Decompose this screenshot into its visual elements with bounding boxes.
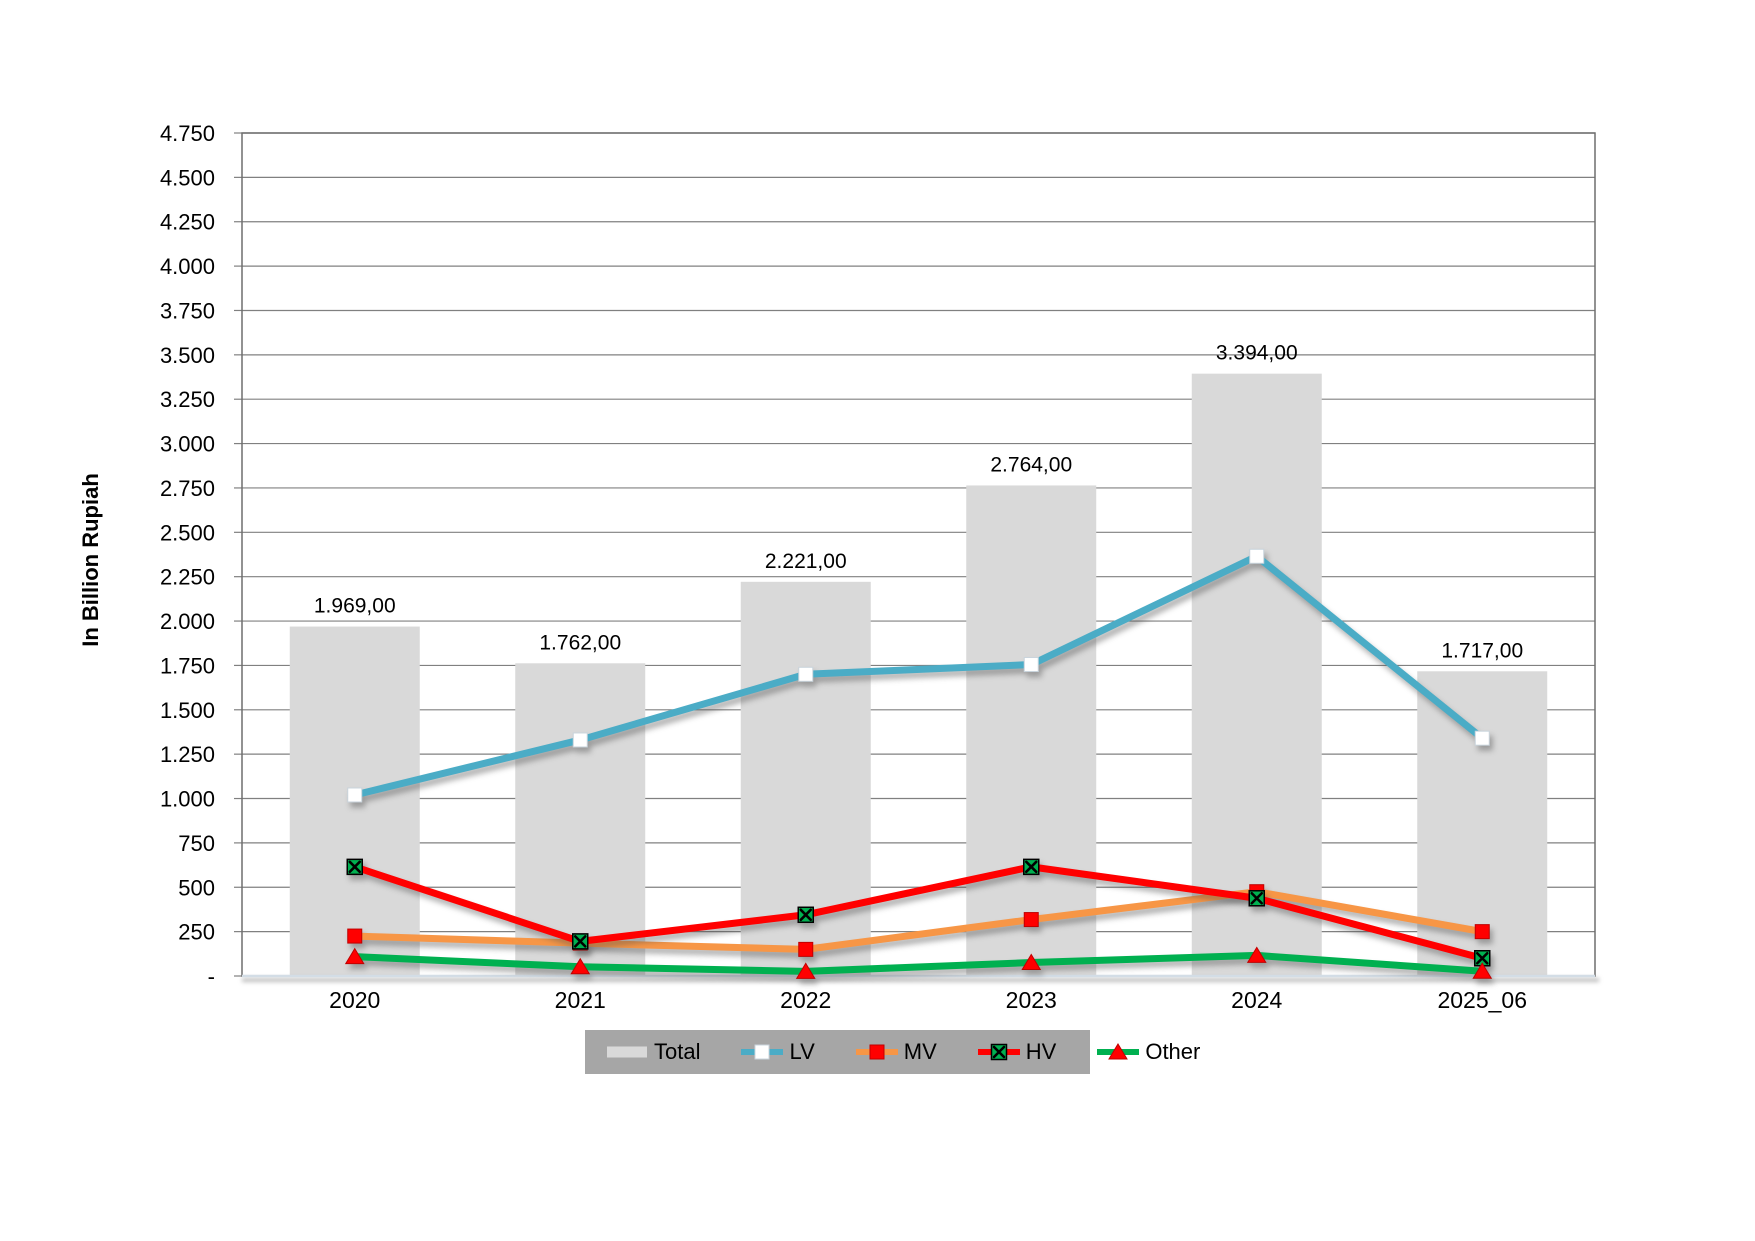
marker-triangle-red <box>795 962 816 979</box>
marker-square-white <box>798 666 814 682</box>
x-category-label-2020: 2020 <box>329 987 380 1013</box>
legend-swatch-Other <box>1097 1043 1140 1060</box>
legend-swatch-LV <box>741 1044 784 1060</box>
y-tick-label: 2.750 <box>160 476 215 501</box>
marker-x-green <box>348 860 362 874</box>
y-axis-title: In Billion Rupiah <box>78 473 103 647</box>
y-tick-label: 3.000 <box>160 432 215 457</box>
x-category-label-2023: 2023 <box>1006 987 1057 1013</box>
legend-label-Other: Other <box>1145 1039 1201 1064</box>
series-HV <box>346 858 1491 967</box>
bar-total-2024 <box>1191 373 1322 977</box>
marker-square-white <box>1474 730 1490 746</box>
legend-swatch-MV <box>855 1044 898 1060</box>
legend-marker-Other <box>1108 1043 1129 1060</box>
legend-swatch-Total <box>607 1046 647 1058</box>
marker-square-red <box>1023 912 1039 928</box>
y-tick-label: 1.750 <box>160 653 215 678</box>
x-category-label-2022: 2022 <box>780 987 831 1013</box>
legend-item-MV: MV <box>855 1030 937 1074</box>
marker-x-green <box>799 908 813 922</box>
legend-label-HV: HV <box>1025 1039 1057 1064</box>
legend-marker-LV <box>754 1044 770 1060</box>
bar-value-label: 3.394,00 <box>1216 342 1298 365</box>
bar-total-2023 <box>966 485 1097 976</box>
y-tick-label: 4.000 <box>160 254 215 279</box>
bar-value-label: 2.221,00 <box>765 550 847 573</box>
bar-value-label: 1.969,00 <box>314 595 396 618</box>
y-tick-label: - <box>208 964 215 989</box>
marker-square-white <box>754 1044 770 1060</box>
y-tick-label: 500 <box>178 875 215 900</box>
y-tick-label: 2.500 <box>160 520 215 545</box>
marker-square-red <box>347 928 363 944</box>
y-tick-label: 750 <box>178 831 215 856</box>
y-tick-label: 1.250 <box>160 742 215 767</box>
series-Other <box>344 946 1493 979</box>
marker-x-green <box>573 935 587 948</box>
line-MV <box>354 888 1483 953</box>
legend-item-Total: Total <box>605 1030 700 1074</box>
marker-triangle-red <box>1246 946 1267 963</box>
marker-triangle-red <box>344 947 365 965</box>
y-tick-label: 250 <box>178 920 215 945</box>
marker-x-green <box>1024 860 1038 874</box>
y-tick-label: 3.500 <box>160 343 215 368</box>
marker-x-green <box>1250 891 1264 905</box>
plot-border <box>241 132 1596 977</box>
line-Other <box>354 951 1483 975</box>
line-LV <box>353 552 1485 799</box>
marker-square-red <box>798 941 814 957</box>
y-tick-label: 2.250 <box>160 565 215 590</box>
marker-x-green <box>1475 951 1489 965</box>
y-tick-label: 1.500 <box>160 698 215 723</box>
marker-square-white <box>347 787 363 803</box>
marker-square-red <box>1474 924 1490 940</box>
marker-triangle-red <box>1021 953 1042 971</box>
series-LV <box>347 548 1490 803</box>
x-category-label-2024: 2024 <box>1231 987 1282 1013</box>
bar-value-label: 2.764,00 <box>990 453 1072 476</box>
legend-marker-HV <box>990 1043 1008 1061</box>
bar-value-label: 1.717,00 <box>1441 639 1523 662</box>
legend-bar-swatch <box>607 1046 647 1058</box>
marker-square-red <box>869 1044 885 1060</box>
legend-label-LV: LV <box>789 1039 815 1064</box>
y-tick-label: 3.250 <box>160 387 215 412</box>
legend-item-LV: LV <box>740 1030 815 1074</box>
marker-triangle-red <box>570 957 591 975</box>
y-tick-label: 1.000 <box>160 787 215 812</box>
x-category-label-2021: 2021 <box>555 987 606 1013</box>
legend-label-MV: MV <box>903 1039 937 1064</box>
bar-value-label: 1.762,00 <box>539 631 621 654</box>
marker-square-white <box>572 732 588 748</box>
x-category-label-2025_06: 2025_06 <box>1437 987 1527 1013</box>
y-tick-label: 3.750 <box>160 298 215 323</box>
y-tick-label: 4.500 <box>160 165 215 190</box>
marker-triangle-red <box>1108 1043 1129 1060</box>
legend-label-Total: Total <box>654 1039 701 1064</box>
y-tick-label: 2.000 <box>160 609 215 634</box>
legend-item-Other: Other <box>1096 1030 1200 1074</box>
y-tick-label: 4.250 <box>160 210 215 235</box>
marker-x-green <box>992 1045 1006 1059</box>
legend-marker-MV <box>869 1044 885 1060</box>
legend-item-HV: HV <box>977 1030 1057 1074</box>
line-HV <box>353 863 1484 962</box>
marker-square-white <box>1249 548 1265 564</box>
marker-triangle-red <box>1472 962 1493 979</box>
y-tick-label: 4.750 <box>160 121 215 146</box>
marker-square-white <box>1023 657 1039 673</box>
legend-swatch-HV <box>977 1043 1020 1061</box>
legend: Total LV MV HV Other <box>585 1030 1200 1074</box>
